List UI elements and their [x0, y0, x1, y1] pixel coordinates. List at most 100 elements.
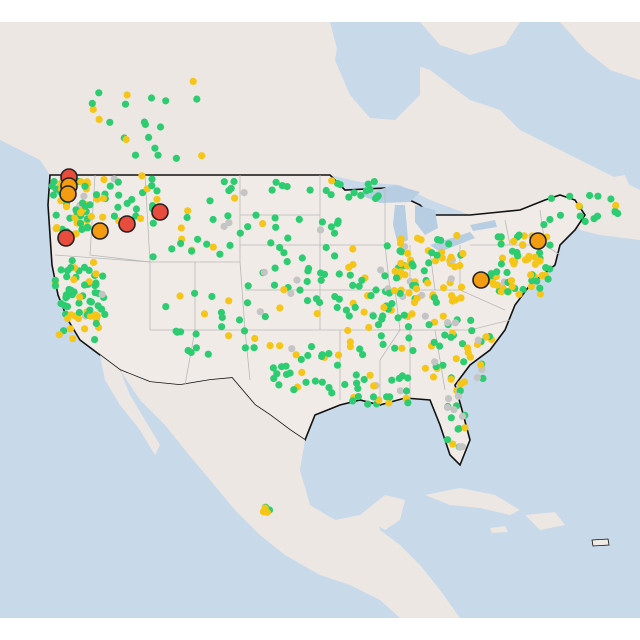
station-marker[interactable] — [70, 276, 78, 284]
station-marker[interactable] — [78, 199, 87, 207]
station-marker[interactable] — [89, 258, 98, 266]
station-marker[interactable] — [260, 268, 268, 276]
station-marker[interactable] — [456, 262, 464, 270]
station-marker[interactable] — [533, 277, 541, 285]
station-marker[interactable] — [78, 225, 86, 233]
station-marker[interactable] — [388, 376, 396, 384]
station-marker[interactable] — [576, 212, 584, 220]
station-marker[interactable] — [131, 151, 140, 159]
station-marker[interactable] — [441, 331, 449, 339]
station-marker[interactable] — [268, 186, 276, 194]
station-marker[interactable] — [83, 223, 91, 231]
station-marker[interactable] — [241, 344, 249, 352]
station-marker[interactable] — [370, 382, 378, 390]
station-marker[interactable] — [456, 443, 464, 451]
station-marker[interactable] — [187, 348, 195, 357]
station-marker[interactable] — [546, 241, 554, 249]
station-marker[interactable] — [458, 412, 467, 420]
station-marker[interactable] — [538, 272, 546, 280]
station-marker[interactable] — [383, 242, 391, 250]
station-marker[interactable] — [431, 358, 439, 366]
station-marker[interactable] — [57, 266, 65, 274]
station-marker[interactable] — [76, 219, 85, 227]
station-marker[interactable] — [293, 276, 301, 284]
station-marker[interactable] — [290, 386, 298, 394]
station-marker[interactable] — [307, 343, 316, 351]
station-marker[interactable] — [404, 323, 413, 331]
station-marker[interactable] — [369, 312, 377, 320]
station-marker[interactable] — [316, 226, 325, 234]
station-marker[interactable] — [92, 279, 100, 287]
station-marker[interactable] — [527, 283, 536, 291]
station-marker[interactable] — [352, 371, 360, 379]
station-marker[interactable] — [173, 328, 181, 336]
station-marker[interactable] — [397, 259, 405, 267]
station-marker[interactable] — [566, 192, 574, 200]
station-marker[interactable] — [429, 373, 438, 381]
station-marker[interactable] — [75, 308, 83, 317]
station-marker[interactable] — [515, 231, 523, 239]
station-marker[interactable] — [311, 377, 319, 385]
station-marker[interactable] — [397, 239, 405, 248]
station-marker[interactable] — [612, 201, 620, 210]
station-marker[interactable] — [176, 292, 184, 300]
station-marker[interactable] — [474, 336, 482, 344]
station-marker[interactable] — [452, 355, 460, 363]
station-marker[interactable] — [162, 303, 170, 311]
station-marker[interactable] — [69, 335, 77, 343]
station-marker[interactable] — [194, 235, 202, 243]
station-marker[interactable] — [77, 209, 85, 217]
station-marker[interactable] — [87, 298, 95, 306]
station-marker[interactable] — [62, 294, 70, 302]
station-marker[interactable] — [231, 194, 239, 202]
station-marker[interactable] — [271, 214, 279, 222]
station-marker[interactable] — [92, 270, 100, 278]
station-marker[interactable] — [345, 263, 353, 271]
station-marker[interactable] — [353, 379, 361, 387]
station-marker[interactable] — [206, 197, 214, 205]
station-marker[interactable] — [397, 248, 405, 256]
station-marker[interactable] — [278, 363, 286, 371]
station-marker[interactable] — [405, 334, 413, 342]
station-marker[interactable] — [408, 310, 416, 318]
station-marker[interactable] — [451, 319, 459, 327]
station-marker[interactable] — [377, 332, 385, 340]
station-marker[interactable] — [261, 504, 269, 512]
station-marker[interactable] — [386, 393, 394, 401]
station-marker[interactable] — [225, 332, 233, 340]
station-marker[interactable] — [519, 285, 527, 294]
station-marker[interactable] — [226, 241, 234, 249]
station-marker[interactable] — [243, 299, 252, 307]
station-marker[interactable] — [110, 212, 118, 220]
station-marker[interactable] — [546, 215, 554, 224]
station-marker[interactable] — [524, 255, 532, 263]
station-marker[interactable] — [80, 281, 89, 289]
station-marker[interactable] — [398, 344, 406, 352]
station-marker[interactable] — [298, 254, 306, 262]
station-marker[interactable] — [369, 393, 378, 401]
station-marker[interactable] — [391, 344, 399, 352]
station-marker[interactable] — [536, 284, 544, 292]
station-marker[interactable] — [507, 277, 516, 285]
station-marker[interactable] — [401, 271, 409, 279]
station-marker[interactable] — [356, 345, 364, 353]
station-marker[interactable] — [447, 414, 455, 422]
station-marker[interactable] — [303, 297, 312, 305]
station-marker[interactable] — [421, 364, 429, 372]
station-marker[interactable] — [244, 282, 252, 290]
station-marker[interactable] — [276, 243, 284, 252]
station-marker[interactable] — [128, 195, 136, 204]
station-marker[interactable] — [147, 94, 156, 102]
station-marker[interactable] — [482, 333, 490, 341]
station-marker[interactable] — [52, 211, 60, 219]
station-marker[interactable] — [282, 370, 291, 378]
station-marker[interactable] — [220, 222, 228, 231]
station-marker[interactable] — [590, 215, 598, 223]
station-marker[interactable] — [425, 321, 433, 329]
station-marker[interactable] — [66, 325, 75, 333]
station-marker[interactable] — [296, 286, 304, 294]
station-marker[interactable] — [224, 212, 232, 220]
station-marker[interactable] — [498, 254, 507, 262]
station-marker[interactable] — [225, 297, 233, 305]
station-marker[interactable] — [92, 319, 100, 328]
